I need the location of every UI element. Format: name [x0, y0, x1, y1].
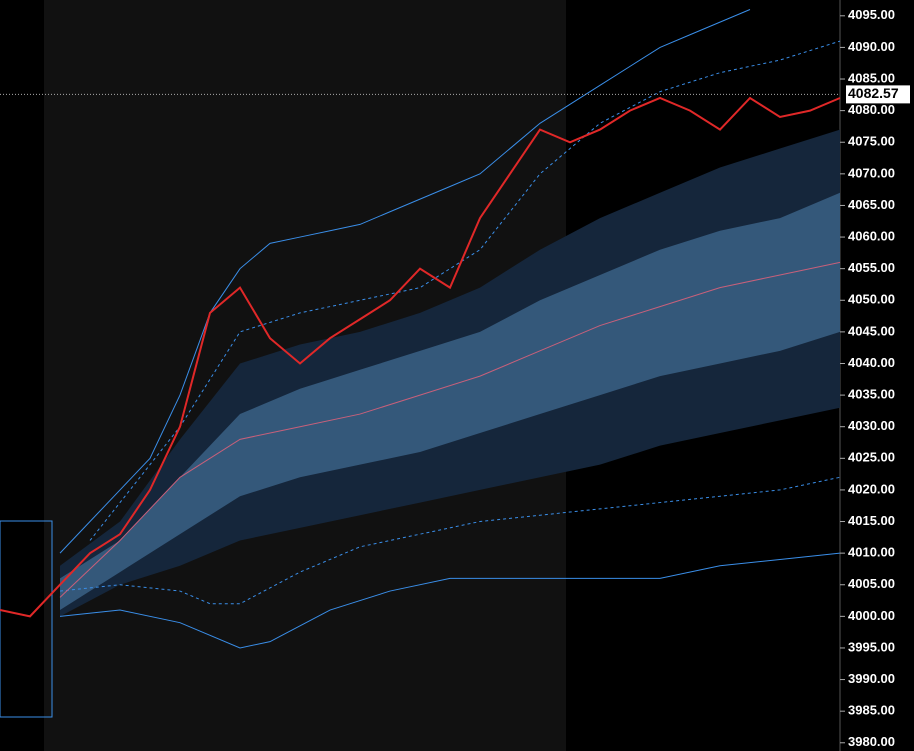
y-tick-label: 4035.00 [848, 387, 895, 402]
band [60, 192, 840, 611]
y-tick-label: 4015.00 [848, 513, 895, 528]
y-tick-label: 4060.00 [848, 228, 895, 243]
y-tick-label: 4020.00 [848, 481, 895, 496]
y-tick-label: 3985.00 [848, 703, 895, 718]
y-tick-label: 4005.00 [848, 576, 895, 591]
y-tick-label: 4085.00 [848, 70, 895, 85]
y-tick-label: 3990.00 [848, 671, 895, 686]
series-line [59, 552, 841, 649]
series-line [59, 261, 841, 598]
y-tick-label: 4075.00 [848, 134, 895, 149]
series-line [59, 9, 751, 554]
last-price-label: 4082.57 [848, 85, 899, 101]
y-tick-label: 4065.00 [848, 197, 895, 212]
y-tick-label: 4025.00 [848, 450, 895, 465]
y-tick-label: 4080.00 [848, 102, 895, 117]
y-tick-label: 4010.00 [848, 545, 895, 560]
prior-range-box [0, 520, 53, 718]
last-price-box [846, 85, 910, 104]
y-tick-label: 4095.00 [848, 7, 895, 22]
y-tick-label: 3995.00 [848, 639, 895, 654]
y-tick-label: 4090.00 [848, 39, 895, 54]
y-tick-label: 4050.00 [848, 292, 895, 307]
series-line [0, 96, 841, 618]
y-tick-label: 3980.00 [848, 734, 895, 749]
y-tick-label: 4055.00 [848, 260, 895, 275]
y-tick-label: 4030.00 [848, 418, 895, 433]
y-tick-label: 4045.00 [848, 323, 895, 338]
y-tick-label: 4040.00 [848, 355, 895, 370]
y-tick-label: 4000.00 [848, 608, 895, 623]
y-tick-label: 4070.00 [848, 165, 895, 180]
